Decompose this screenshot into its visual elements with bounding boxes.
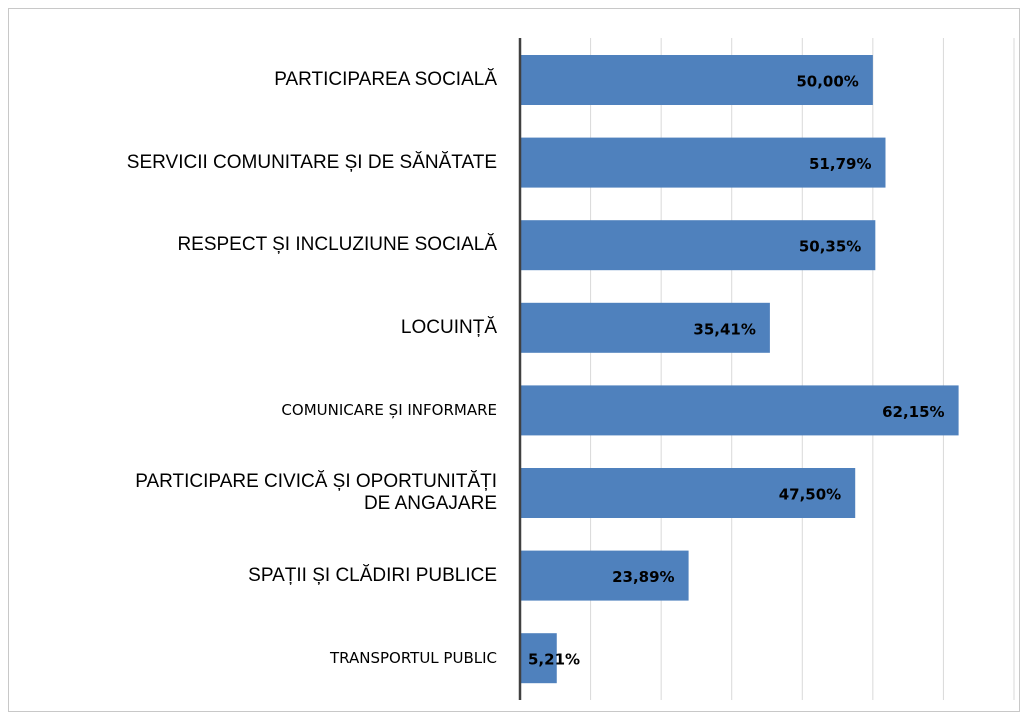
value-label: 47,50%	[779, 486, 841, 504]
chart-frame	[8, 8, 1020, 712]
value-label: 50,00%	[796, 73, 858, 91]
bar	[520, 302, 770, 353]
category-label: SERVICII COMUNITARE ȘI DE SĂNĂTATE	[126, 151, 497, 173]
value-label: 23,89%	[612, 568, 674, 586]
category-label: PARTICIPARE CIVICĂ ȘI OPORTUNITĂȚI DE AN…	[135, 471, 497, 514]
bar	[520, 468, 856, 518]
bar	[520, 385, 959, 436]
bar	[520, 633, 557, 684]
category-label: RESPECT ȘI INCLUZIUNE SOCIALĂ	[177, 234, 497, 256]
value-label: 35,41%	[693, 320, 755, 338]
bar	[520, 220, 876, 271]
bar	[520, 137, 886, 188]
bar	[520, 55, 873, 105]
value-label: 50,35%	[799, 238, 861, 256]
category-label: LOCUINȚĂ	[400, 316, 497, 338]
category-label: COMUNICARE ȘI INFORMARE	[281, 401, 497, 420]
value-label: 5,21%	[528, 651, 580, 669]
category-label: PARTICIPAREA SOCIALĂ	[274, 69, 497, 90]
bar	[520, 550, 689, 601]
category-label: SPAȚII ȘI CLĂDIRI PUBLICE	[248, 564, 497, 586]
value-label: 62,15%	[882, 403, 944, 421]
value-label: 51,79%	[809, 155, 871, 173]
category-label: TRANSPORTUL PUBLIC	[330, 649, 497, 668]
